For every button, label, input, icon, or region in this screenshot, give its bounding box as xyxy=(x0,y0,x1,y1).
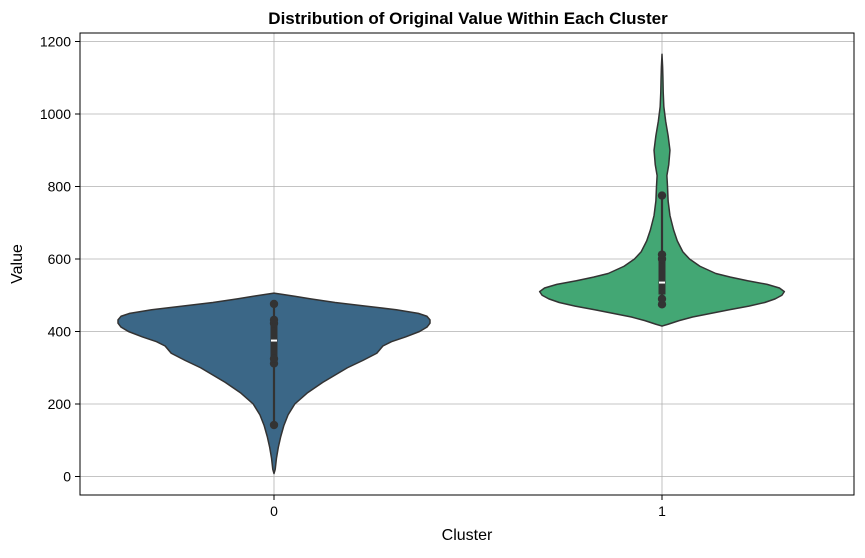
y-axis: 0 200 400 600 800 1000 1200 xyxy=(40,34,80,485)
violin-point xyxy=(269,420,279,430)
y-tick-label: 0 xyxy=(63,469,71,485)
y-tick-label: 800 xyxy=(48,179,72,195)
y-tick-label: 1000 xyxy=(40,106,71,122)
grid-lines xyxy=(80,33,854,495)
y-axis-label: Value xyxy=(9,244,26,284)
violin-cluster-1 xyxy=(538,53,786,327)
x-tick-label: 0 xyxy=(270,503,278,519)
x-tick-label: 1 xyxy=(658,503,666,519)
violin-point xyxy=(269,354,279,363)
violin-cluster-0 xyxy=(117,292,431,475)
violin-point xyxy=(269,315,279,325)
x-axis-label: Cluster xyxy=(442,527,493,544)
violin-body xyxy=(538,53,786,327)
violin-point xyxy=(657,250,667,259)
plot-frame xyxy=(79,32,855,496)
violin-point xyxy=(657,294,667,304)
y-tick-label: 400 xyxy=(48,324,72,340)
y-tick-label: 600 xyxy=(48,251,72,267)
y-tick-label: 1200 xyxy=(40,34,71,50)
violin-plots xyxy=(117,53,786,475)
violin-point xyxy=(657,191,667,200)
violin-point xyxy=(269,299,279,309)
y-tick-label: 200 xyxy=(48,396,72,412)
violin-iqr-box xyxy=(658,256,666,295)
chart-title: Distribution of Original Value Within Ea… xyxy=(268,9,668,28)
